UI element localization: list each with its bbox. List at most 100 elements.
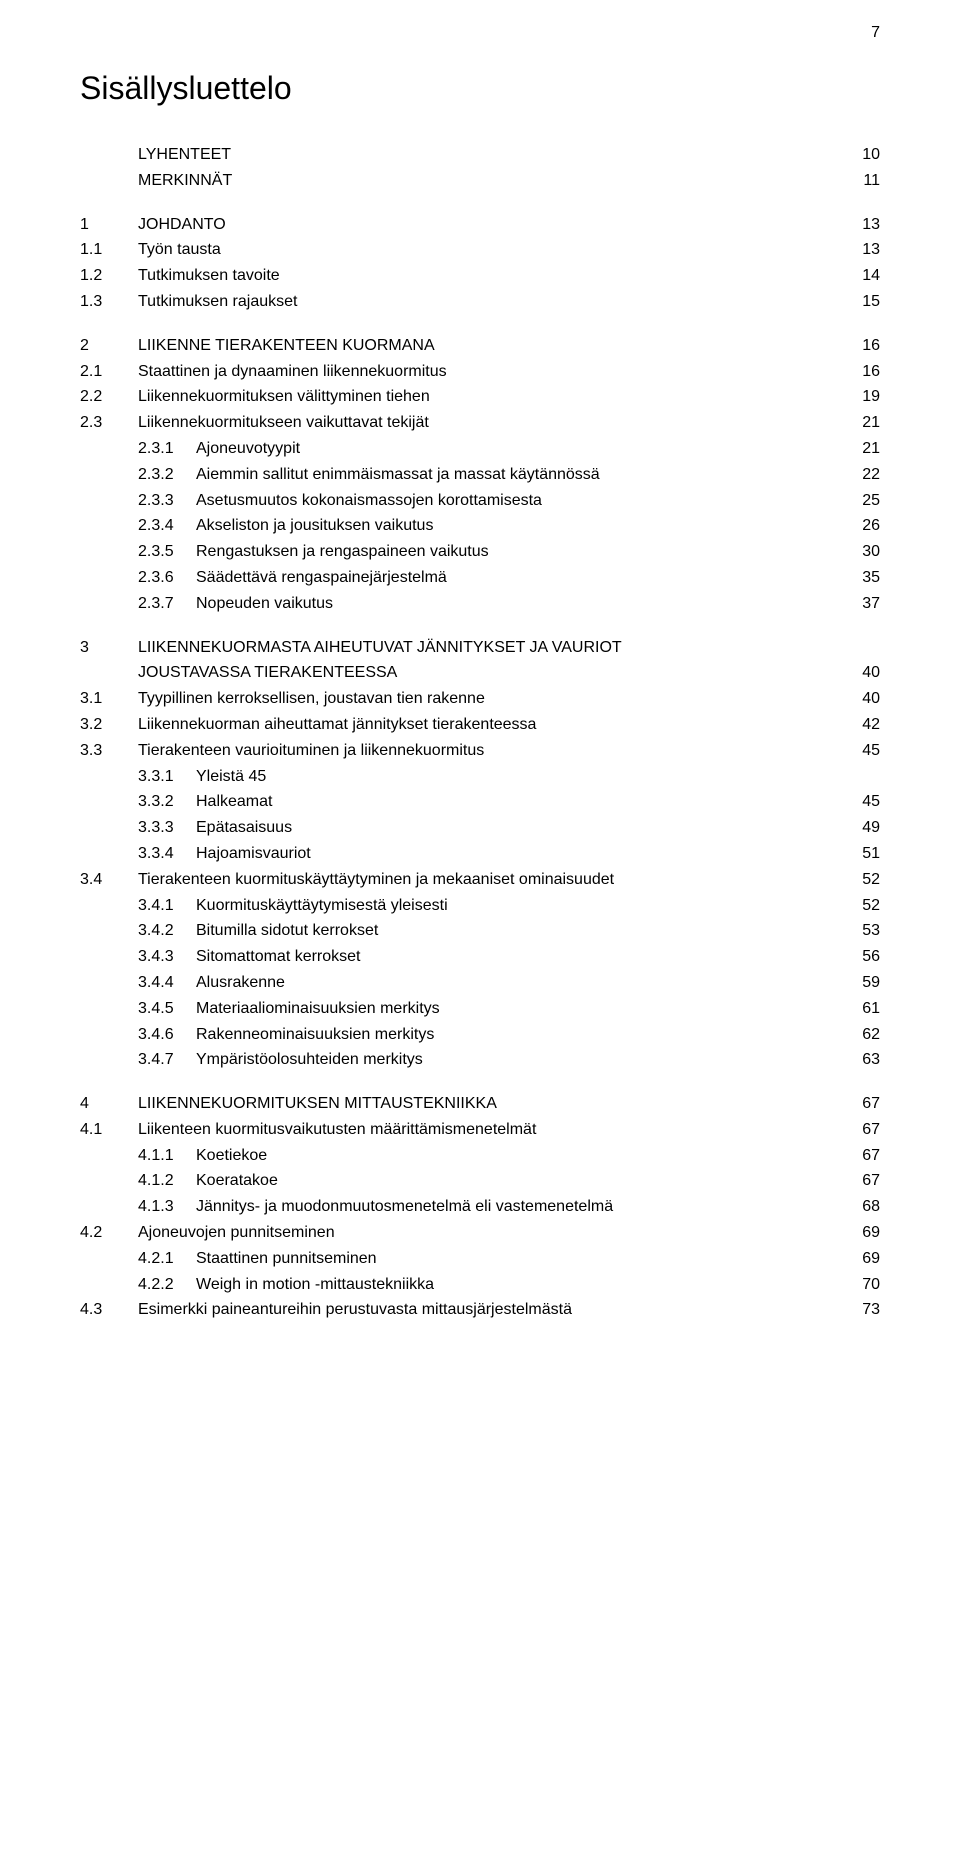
toc-entry-number: 2.3.1 bbox=[138, 437, 196, 462]
toc-entry-label: Nopeuden vaikutus bbox=[196, 592, 333, 617]
toc-entry-label: Sitomattomat kerrokset bbox=[196, 945, 361, 970]
toc-entry-number: 2.1 bbox=[80, 360, 138, 385]
toc-entry-number: 3 bbox=[80, 636, 138, 661]
toc-entry-number: 3.4.7 bbox=[138, 1048, 196, 1073]
toc-entry: 3.3.3Epätasaisuus49 bbox=[80, 816, 880, 841]
toc-entry: 4.2.1Staattinen punnitseminen 69 bbox=[80, 1247, 880, 1272]
toc-entry-label: LIIKENNE TIERAKENTEEN KUORMANA bbox=[138, 334, 435, 359]
toc-entry-number: 4.2.2 bbox=[138, 1273, 196, 1298]
toc-entry: 4LIIKENNEKUORMITUKSEN MITTAUSTEKNIIKKA67 bbox=[80, 1092, 880, 1117]
toc-entry-label: Staattinen punnitseminen bbox=[196, 1247, 377, 1272]
toc-entry-number: 3.3.1 bbox=[138, 765, 196, 790]
toc-entry: 1.2Tutkimuksen tavoite14 bbox=[80, 264, 880, 289]
toc-entry-number: 2.3.5 bbox=[138, 540, 196, 565]
toc-entry-number: 3.3.3 bbox=[138, 816, 196, 841]
toc-entry: 4.1Liikenteen kuormitusvaikutusten määri… bbox=[80, 1118, 880, 1143]
toc-entry-label: Alusrakenne bbox=[196, 971, 285, 996]
toc-entry-number: 3.4 bbox=[80, 868, 138, 893]
toc-entry-label: Tierakenteen kuormituskäyttäytyminen ja … bbox=[138, 868, 614, 893]
toc-entry-page: 30 bbox=[858, 540, 880, 565]
toc-entry-page: 49 bbox=[858, 816, 880, 841]
toc-entry-number: 2.3.4 bbox=[138, 514, 196, 539]
toc-entry-label: Jännitys- ja muodonmuutosmenetelmä eli v… bbox=[196, 1195, 613, 1220]
toc-entry: 3.4.2Bitumilla sidotut kerrokset53 bbox=[80, 919, 880, 944]
toc-entry-label: LIIKENNEKUORMITUKSEN MITTAUSTEKNIIKKA bbox=[138, 1092, 497, 1117]
toc-entry-label: Asetusmuutos kokonaismassojen korottamis… bbox=[196, 489, 542, 514]
toc-entry: 1JOHDANTO13 bbox=[80, 213, 880, 238]
toc-entry: 3LIIKENNEKUORMASTA AIHEUTUVAT JÄNNITYKSE… bbox=[80, 636, 880, 661]
toc-entry-page: 40 bbox=[858, 661, 880, 686]
toc-block-gap bbox=[80, 618, 880, 636]
toc-entry-number: 3.3.2 bbox=[138, 790, 196, 815]
toc-entry: 3.4.1Kuormituskäyttäytymisestä yleisesti… bbox=[80, 894, 880, 919]
toc-entry-number: 2.2 bbox=[80, 385, 138, 410]
toc-entry-page: 45 bbox=[858, 739, 880, 764]
toc-entry-page: 67 bbox=[858, 1092, 880, 1117]
toc-entry-label: Työn tausta bbox=[138, 238, 221, 263]
toc-entry-number: 1 bbox=[80, 213, 138, 238]
toc-entry: 2.3.7Nopeuden vaikutus37 bbox=[80, 592, 880, 617]
toc-entry-label: Esimerkki paineantureihin perustuvasta m… bbox=[138, 1298, 572, 1323]
toc-entry-label: Halkeamat bbox=[196, 790, 272, 815]
toc-entry-label: MERKINNÄT bbox=[138, 169, 232, 194]
toc-entry-label: Rakenneominaisuuksien merkitys bbox=[196, 1023, 434, 1048]
toc-entry-label: Liikenteen kuormitusvaikutusten määrittä… bbox=[138, 1118, 536, 1143]
toc-entry-page: 16 bbox=[858, 360, 880, 385]
toc-entry: 2.3.6Säädettävä rengaspainejärjestelmä35 bbox=[80, 566, 880, 591]
toc-entry: 2.3Liikennekuormitukseen vaikuttavat tek… bbox=[80, 411, 880, 436]
doc-title: Sisällysluettelo bbox=[80, 70, 880, 107]
toc-entry-page: 25 bbox=[858, 489, 880, 514]
toc-entry-number: 1.2 bbox=[80, 264, 138, 289]
toc-entry: 1.3Tutkimuksen rajaukset15 bbox=[80, 290, 880, 315]
toc-entry-number: 4.1.2 bbox=[138, 1169, 196, 1194]
toc-entry: 4.2Ajoneuvojen punnitseminen69 bbox=[80, 1221, 880, 1246]
toc-entry-number: 1.3 bbox=[80, 290, 138, 315]
toc-entry-page: 62 bbox=[858, 1023, 880, 1048]
toc-entry-label: JOHDANTO bbox=[138, 213, 226, 238]
toc-entry-label: Säädettävä rengaspainejärjestelmä bbox=[196, 566, 447, 591]
toc-entry: LYHENTEET10 bbox=[80, 143, 880, 168]
toc-entry-number: 2 bbox=[80, 334, 138, 359]
toc-entry-number: 3.4.4 bbox=[138, 971, 196, 996]
toc-entry-label: Staattinen ja dynaaminen liikennekuormit… bbox=[138, 360, 447, 385]
toc-entry: 3.3.2Halkeamat45 bbox=[80, 790, 880, 815]
toc-entry: 2.2Liikennekuormituksen välittyminen tie… bbox=[80, 385, 880, 410]
toc-entry-page: 67 bbox=[858, 1169, 880, 1194]
toc-entry-label: Liikennekuorman aiheuttamat jännitykset … bbox=[138, 713, 536, 738]
toc-block-gap bbox=[80, 316, 880, 334]
toc-entry: 2.3.3Asetusmuutos kokonaismassojen korot… bbox=[80, 489, 880, 514]
toc-block-gap bbox=[80, 195, 880, 213]
toc-entry-page: 70 bbox=[858, 1273, 880, 1298]
toc-entry-page: 22 bbox=[858, 463, 880, 488]
toc-entry: 3.1Tyypillinen kerroksellisen, joustavan… bbox=[80, 687, 880, 712]
toc-entry-number: 4.1.1 bbox=[138, 1144, 196, 1169]
toc-entry-label: Tierakenteen vaurioituminen ja liikennek… bbox=[138, 739, 484, 764]
toc-entry-number: 2.3.2 bbox=[138, 463, 196, 488]
toc-entry: 4.1.3Jännitys- ja muodonmuutosmenetelmä … bbox=[80, 1195, 880, 1220]
toc-entry-page: 52 bbox=[858, 894, 880, 919]
toc-entry-page: 42 bbox=[858, 713, 880, 738]
toc-entry-label: LYHENTEET bbox=[138, 143, 231, 168]
toc-entry-number: 4.3 bbox=[80, 1298, 138, 1323]
toc-entry-page: 69 bbox=[858, 1247, 880, 1272]
toc-entry-number: 3.4.6 bbox=[138, 1023, 196, 1048]
toc-entry-number: 3.2 bbox=[80, 713, 138, 738]
toc-entry-page: 21 bbox=[858, 437, 880, 462]
page-number: 7 bbox=[871, 24, 880, 42]
toc-entry-page: 40 bbox=[858, 687, 880, 712]
toc-entry-page: 11 bbox=[859, 169, 880, 194]
toc-entry-label: Bitumilla sidotut kerrokset bbox=[196, 919, 378, 944]
toc-entry: 3.2Liikennekuorman aiheuttamat jännityks… bbox=[80, 713, 880, 738]
toc-entry: 3.3Tierakenteen vaurioituminen ja liiken… bbox=[80, 739, 880, 764]
toc-entry: 3.4.3Sitomattomat kerrokset56 bbox=[80, 945, 880, 970]
toc-entry-number: 3.3.4 bbox=[138, 842, 196, 867]
toc-entry: 1.1Työn tausta 13 bbox=[80, 238, 880, 263]
toc-entry: 3.4.5Materiaaliominaisuuksien merkitys61 bbox=[80, 997, 880, 1022]
toc-entry-page: 59 bbox=[858, 971, 880, 996]
toc-entry-label: Tutkimuksen rajaukset bbox=[138, 290, 297, 315]
toc-entry-number: 4.2.1 bbox=[138, 1247, 196, 1272]
toc-entry-number: 3.4.5 bbox=[138, 997, 196, 1022]
toc-entry-label: Koetiekoe bbox=[196, 1144, 267, 1169]
toc-entry-page: 13 bbox=[858, 238, 880, 263]
toc-entry-number: 1.1 bbox=[80, 238, 138, 263]
